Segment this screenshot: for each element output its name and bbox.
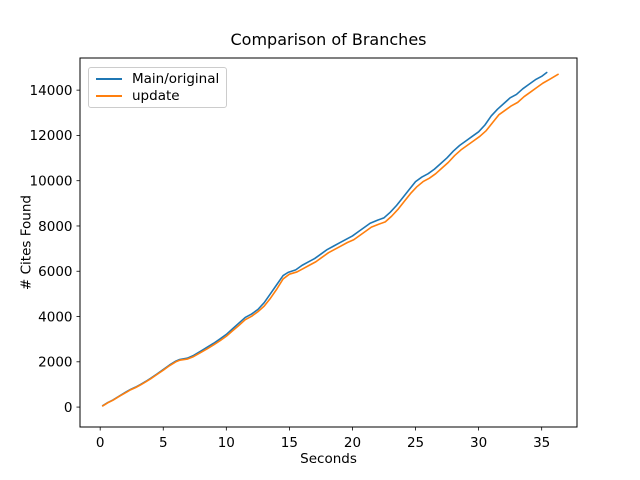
y-tick-label: 10000	[30, 173, 73, 189]
series-line-update	[101, 73, 559, 407]
x-tick-label: 10	[218, 435, 235, 451]
series-line-main-original	[101, 71, 548, 407]
y-tick-label: 8000	[38, 219, 72, 235]
legend-label-main-original: Main/original	[132, 70, 220, 87]
y-tick-label: 4000	[38, 309, 72, 325]
y-tick-label: 14000	[30, 83, 73, 99]
legend-line-main-original-icon	[96, 77, 122, 80]
x-tick-label: 5	[159, 435, 168, 451]
legend-line-update-icon	[96, 95, 122, 98]
y-tick-label: 0	[64, 400, 73, 416]
x-tick-label: 30	[470, 435, 487, 451]
y-tick-label: 2000	[38, 355, 72, 371]
y-tick-label: 6000	[38, 264, 72, 280]
x-tick-label: 35	[533, 435, 550, 451]
x-tick-label: 0	[96, 435, 105, 451]
legend-item-update: update	[96, 88, 218, 106]
x-tick-label: 20	[344, 435, 361, 451]
y-tick-label: 12000	[30, 128, 73, 144]
axes-frame	[79, 57, 578, 428]
legend: Main/original update	[88, 67, 227, 108]
legend-item-main-original: Main/original	[96, 70, 220, 88]
chart-title: Comparison of Branches	[230, 30, 427, 49]
x-tick-label: 25	[407, 435, 424, 451]
x-tick-label: 15	[281, 435, 298, 451]
legend-label-update: update	[132, 88, 180, 105]
x-axis-label: Seconds	[300, 451, 357, 467]
